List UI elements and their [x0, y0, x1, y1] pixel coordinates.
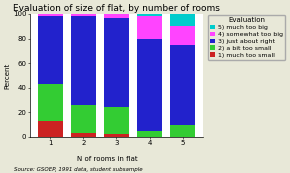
Text: Source: GSOEP, 1991 data, student subsample: Source: GSOEP, 1991 data, student subsam… [14, 167, 143, 172]
Title: Evaluation of size of flat, by number of rooms: Evaluation of size of flat, by number of… [13, 4, 220, 13]
Bar [170, 14, 195, 26]
Bar [38, 14, 63, 16]
Bar [170, 45, 195, 125]
Text: N of rooms in flat: N of rooms in flat [77, 156, 138, 162]
Legend: 5) much too big, 4) somewhat too big, 3) just about right, 2) a bit too small, 1: 5) much too big, 4) somewhat too big, 3)… [208, 15, 285, 60]
Bar [104, 107, 129, 134]
Bar [71, 14, 96, 16]
Bar [104, 18, 129, 107]
Bar [137, 39, 162, 131]
Y-axis label: Percent: Percent [4, 62, 10, 89]
Bar [38, 16, 63, 84]
Bar [104, 14, 129, 18]
Bar [38, 84, 63, 121]
Bar [104, 134, 129, 137]
Bar [137, 14, 162, 16]
Bar [137, 131, 162, 137]
Bar [71, 105, 96, 133]
Bar [71, 133, 96, 137]
Bar [71, 16, 96, 105]
Bar [38, 121, 63, 137]
Bar [170, 26, 195, 45]
Bar [170, 125, 195, 137]
Bar [137, 16, 162, 39]
